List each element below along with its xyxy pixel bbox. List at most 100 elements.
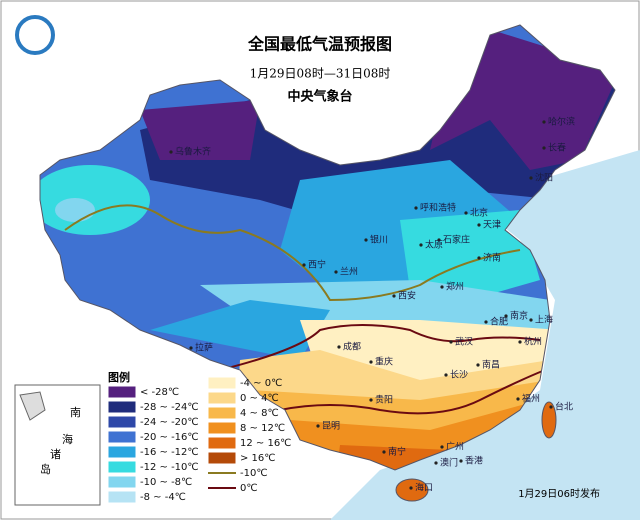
legend-label: 4 ~ 8℃	[240, 408, 279, 419]
city-label: 天津	[483, 220, 501, 231]
city-label: 郑州	[446, 281, 464, 293]
city-label: 南宁	[388, 446, 406, 458]
legend-swatch	[107, 445, 137, 459]
city-dot	[364, 238, 368, 242]
legend-label: -10℃	[240, 468, 268, 479]
hainan	[395, 478, 429, 502]
title: 全国最低气温预报图	[247, 35, 392, 54]
city-dot	[459, 459, 463, 463]
legend-swatch	[107, 400, 137, 414]
city-label: 南京	[510, 310, 528, 322]
city-label: 乌鲁木齐	[175, 146, 211, 158]
legend-swatch	[107, 415, 137, 429]
city-label: 石家庄	[443, 234, 470, 246]
legend-label: -16 ~ -12℃	[140, 447, 199, 458]
city-label: 太原	[425, 239, 443, 251]
city-dot	[437, 238, 441, 242]
legend-swatch	[207, 421, 237, 435]
city-label: 武汉	[455, 336, 473, 348]
city-dot	[382, 450, 386, 454]
city-dot	[434, 461, 438, 465]
city-dot	[440, 445, 444, 449]
inset-label: 诸	[50, 448, 61, 461]
city-label: 北京	[470, 207, 488, 219]
legend-swatch	[107, 430, 137, 444]
city-dot	[392, 294, 396, 298]
city-dot	[477, 223, 481, 227]
city-label: 重庆	[375, 356, 393, 368]
city-dot	[516, 397, 520, 401]
city-dot	[504, 314, 508, 318]
city-dot	[302, 263, 306, 267]
legend-label: -12 ~ -10℃	[140, 462, 199, 473]
city-dot	[189, 346, 193, 350]
legend-title: 图例	[108, 370, 130, 384]
city-dot	[449, 340, 453, 344]
city-label: 南昌	[482, 359, 500, 371]
city-label: 贵阳	[375, 394, 393, 406]
city-dot	[369, 360, 373, 364]
city-dot	[529, 318, 533, 322]
legend-label: 12 ~ 16℃	[240, 438, 291, 449]
city-dot	[542, 146, 546, 150]
legend-swatch	[207, 451, 237, 465]
city-dot	[529, 176, 533, 180]
city-dot	[369, 398, 373, 402]
legend-label: -10 ~ -8℃	[140, 477, 192, 488]
legend-swatch	[107, 460, 137, 474]
city-label: 香港	[465, 455, 483, 467]
city-label: 广州	[446, 441, 464, 453]
legend-label: -8 ~ -4℃	[140, 492, 186, 503]
legend-swatch	[107, 385, 137, 399]
city-label: 合肥	[490, 316, 508, 328]
legend-label: -20 ~ -16℃	[140, 432, 199, 443]
subtitle: 1月29日08时—31日08时	[250, 67, 391, 81]
taiwan	[541, 401, 557, 439]
city-dot	[337, 345, 341, 349]
legend-swatch	[207, 436, 237, 450]
inset-label: 岛	[40, 462, 51, 476]
city-label: 西宁	[308, 259, 326, 271]
legend-label: 8 ~ 12℃	[240, 423, 285, 434]
inset-label: 南	[70, 406, 81, 419]
city-dot	[477, 256, 481, 260]
city-dot	[518, 340, 522, 344]
city-dot	[440, 285, 444, 289]
sea	[330, 150, 640, 520]
city-label: 呼和浩特	[420, 202, 456, 214]
inset-label: 海	[62, 432, 73, 446]
city-label: 济南	[483, 252, 501, 264]
city-dot	[464, 211, 468, 215]
issuer: 中央气象台	[287, 89, 352, 105]
city-dot	[409, 486, 413, 490]
city-dot	[484, 320, 488, 324]
city-dot	[316, 424, 320, 428]
city-label: 昆明	[322, 421, 340, 432]
city-label: 长沙	[450, 369, 468, 381]
city-label: 沈阳	[535, 172, 553, 184]
legend-label: 0℃	[240, 483, 258, 494]
legend-label: > 16℃	[240, 453, 276, 464]
legend-swatch	[107, 475, 137, 489]
city-dot	[476, 363, 480, 367]
city-dot	[549, 405, 553, 409]
city-label: 福州	[522, 393, 540, 405]
legend-label: 0 ~ 4℃	[240, 393, 279, 404]
city-label: 杭州	[524, 336, 542, 348]
city-label: 西安	[398, 290, 416, 302]
city-label: 兰州	[340, 266, 358, 278]
city-dot	[419, 243, 423, 247]
city-label: 银川	[370, 234, 388, 246]
city-label: 长春	[548, 142, 566, 154]
footer: 1月29日06时发布	[518, 487, 600, 500]
inset-coast	[19, 391, 46, 421]
legend-swatch	[207, 406, 237, 420]
city-dot	[169, 150, 173, 154]
legend-swatch	[207, 376, 237, 390]
legend-label: < -28℃	[140, 387, 179, 398]
city-label: 成都	[343, 341, 361, 353]
city-label: 拉萨	[195, 342, 213, 354]
city-label: 上海	[535, 314, 553, 326]
city-dot	[444, 373, 448, 377]
